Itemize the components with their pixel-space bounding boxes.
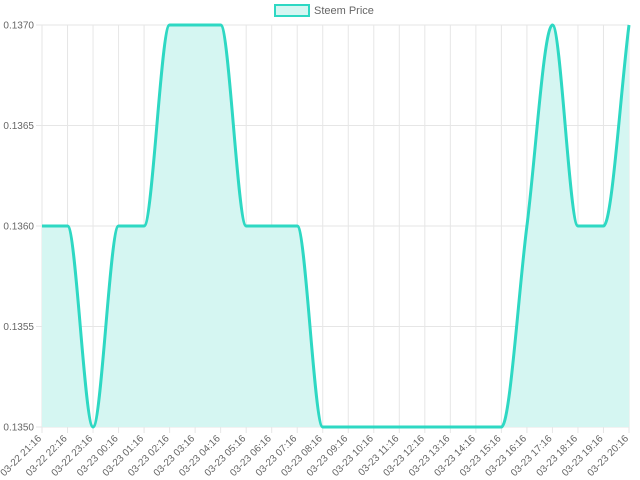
line: [42, 23, 631, 429]
y-tick-label: 0.1365: [3, 121, 34, 132]
area: [42, 25, 629, 427]
y-tick-label: 0.1355: [3, 322, 34, 333]
y-tick-label: 0.1350: [3, 423, 34, 434]
legend-label: Steem Price: [314, 5, 374, 17]
y-tick-label: 0.1360: [3, 222, 34, 233]
y-tick-label: 0.1370: [3, 21, 34, 32]
legend: Steem Price: [274, 4, 374, 17]
legend-swatch: [274, 4, 310, 17]
